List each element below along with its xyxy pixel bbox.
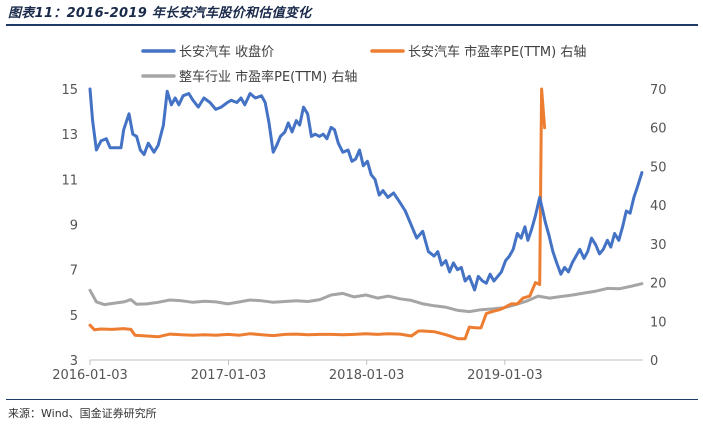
y-left-tick-label: 11 bbox=[61, 173, 78, 188]
y-left-tick-label: 3 bbox=[70, 354, 78, 369]
y-left-tick-label: 13 bbox=[61, 128, 78, 143]
y-right-tick-label: 10 bbox=[650, 315, 667, 330]
y-left-tick-label: 15 bbox=[61, 83, 78, 98]
legend-label-2: 整车行业 市盈率PE(TTM) 右轴 bbox=[179, 69, 357, 85]
source-note: 来源：Wind、国金证券研究所 bbox=[8, 407, 157, 420]
y-left-tick-label: 7 bbox=[70, 264, 78, 279]
x-tick-label: 2019-01-03 bbox=[467, 368, 543, 383]
y-right-tick-label: 60 bbox=[650, 122, 667, 137]
series-layer bbox=[88, 87, 644, 341]
y-left-tick-label: 5 bbox=[70, 309, 78, 324]
y-right-tick-label: 0 bbox=[650, 354, 658, 369]
y-right-tick-label: 40 bbox=[650, 199, 667, 214]
series-line-0 bbox=[88, 87, 644, 292]
x-tick-label: 2016-01-03 bbox=[52, 368, 128, 383]
series-line-1 bbox=[88, 87, 547, 341]
legend-label-0: 长安汽车 收盘价 bbox=[179, 44, 274, 60]
y-left-tick-label: 9 bbox=[70, 219, 78, 234]
x-tick-label: 2017-01-03 bbox=[191, 368, 267, 383]
title-rule bbox=[6, 24, 698, 26]
x-tick-label: 2018-01-03 bbox=[329, 368, 405, 383]
series-line-2 bbox=[88, 282, 644, 314]
legend-label-1: 长安汽车 市盈率PE(TTM) 右轴 bbox=[408, 44, 586, 60]
axes: 2016-01-03 2017-01-03 2018-01-03 2019-01-03… bbox=[52, 83, 666, 383]
y-right-tick-label: 50 bbox=[650, 160, 667, 175]
source-rule bbox=[6, 399, 698, 400]
y-right-tick-label: 30 bbox=[650, 238, 667, 253]
y-right-tick-label: 20 bbox=[650, 277, 667, 292]
y-right-tick-label: 70 bbox=[650, 83, 667, 98]
chart-title: 图表11：2016-2019 年长安汽车股价和估值变化 bbox=[8, 6, 312, 21]
